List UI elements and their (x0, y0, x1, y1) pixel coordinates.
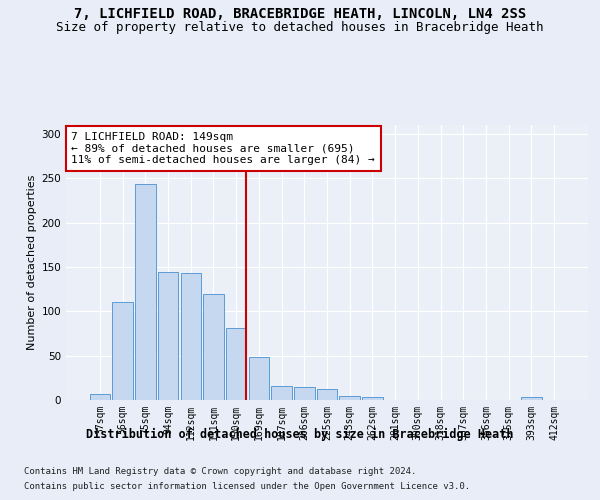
Text: Contains public sector information licensed under the Open Government Licence v3: Contains public sector information licen… (24, 482, 470, 491)
Bar (362, 398, 383, 400)
Bar (340, 396, 360, 400)
Bar (181, 273, 201, 400)
Bar (135, 184, 155, 400)
Bar (294, 386, 314, 400)
Text: 7, LICHFIELD ROAD, BRACEBRIDGE HEATH, LINCOLN, LN4 2SS: 7, LICHFIELD ROAD, BRACEBRIDGE HEATH, LI… (74, 8, 526, 22)
Bar (90, 394, 110, 400)
Y-axis label: Number of detached properties: Number of detached properties (27, 175, 37, 350)
Bar (203, 294, 224, 400)
Bar (248, 356, 269, 400)
Text: Size of property relative to detached houses in Bracebridge Heath: Size of property relative to detached ho… (56, 21, 544, 34)
Bar (271, 386, 292, 400)
Bar (158, 272, 178, 400)
Bar (521, 398, 542, 400)
Bar (317, 390, 337, 400)
Text: Distribution of detached houses by size in Bracebridge Heath: Distribution of detached houses by size … (86, 428, 514, 440)
Text: 7 LICHFIELD ROAD: 149sqm
← 89% of detached houses are smaller (695)
11% of semi-: 7 LICHFIELD ROAD: 149sqm ← 89% of detach… (71, 132, 375, 165)
Text: Contains HM Land Registry data © Crown copyright and database right 2024.: Contains HM Land Registry data © Crown c… (24, 467, 416, 476)
Bar (226, 328, 247, 400)
Bar (112, 302, 133, 400)
